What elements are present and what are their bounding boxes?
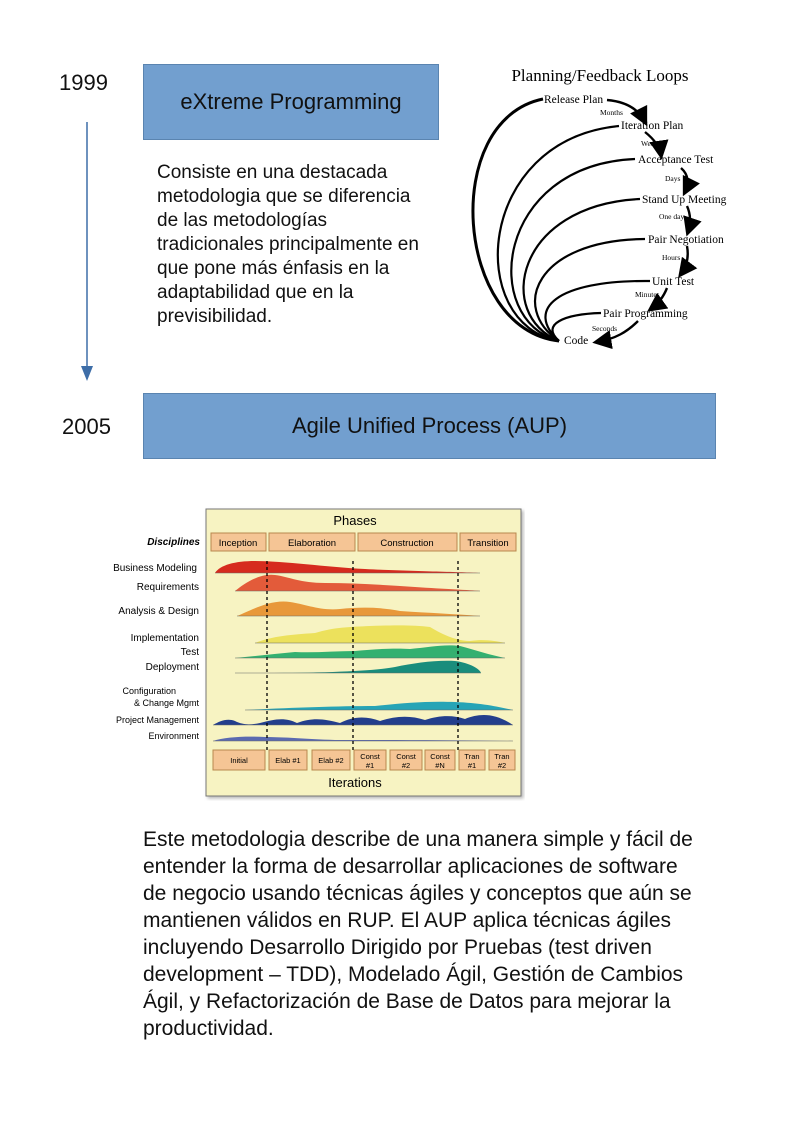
timeline-arrow bbox=[81, 122, 93, 381]
aup-description: Este metodologia describe de una manera … bbox=[143, 828, 693, 1040]
discipline-deployment: Deployment bbox=[146, 662, 200, 673]
node-release-plan: Release Plan bbox=[544, 94, 603, 106]
iteration-box-constn bbox=[424, 749, 456, 771]
iteration-box-initial bbox=[212, 749, 266, 771]
node-iteration-plan: Iteration Plan bbox=[621, 120, 684, 132]
discipline-analysis-design: Analysis & Design bbox=[118, 606, 199, 617]
phase-elaboration: Elaboration bbox=[288, 538, 336, 549]
hump-test bbox=[235, 645, 505, 658]
iteration-box-elab1 bbox=[268, 749, 308, 771]
aup-phases-chart: Phases Inception Elaboration Constructio… bbox=[113, 508, 522, 797]
discipline-environment: Environment bbox=[148, 731, 199, 741]
interval-seconds: Seconds bbox=[592, 324, 617, 333]
iterations-label: Iterations bbox=[328, 775, 382, 790]
step-arrow-1 bbox=[606, 98, 648, 127]
xp-description: Consiste en una destacada metodologia qu… bbox=[157, 162, 419, 327]
iteration-const2: Const bbox=[396, 752, 417, 761]
node-pair-negotiation: Pair Negotiation bbox=[648, 234, 724, 246]
iteration-box-const1 bbox=[353, 749, 387, 771]
disciplines-header: Disciplines bbox=[147, 537, 200, 548]
phase-inception: Inception bbox=[219, 538, 258, 549]
discipline-project-management: Project Management bbox=[116, 715, 200, 725]
step-arrow-3 bbox=[680, 167, 701, 197]
interval-minutes: Minutes bbox=[635, 290, 660, 299]
loop-arc-acceptance bbox=[510, 157, 636, 343]
iteration-const1-num: #1 bbox=[366, 761, 374, 770]
interval-hours: Hours bbox=[662, 253, 680, 262]
hump-config-mgmt bbox=[245, 701, 513, 710]
discipline-requirements: Requirements bbox=[137, 582, 199, 593]
phase-transition: Transition bbox=[467, 538, 508, 549]
step-arrow-2 bbox=[644, 131, 669, 160]
iteration-tran1-num: #1 bbox=[468, 761, 476, 770]
interval-months: Months bbox=[600, 108, 623, 117]
discipline-configuration: Configuration bbox=[122, 686, 176, 696]
loop-arc-release bbox=[471, 97, 560, 343]
node-unit-test: Unit Test bbox=[652, 276, 695, 288]
loop-arc-unittest bbox=[544, 279, 651, 342]
phase-construction: Construction bbox=[380, 538, 433, 549]
phase-box-inception bbox=[210, 532, 267, 552]
node-pair-programming: Pair Programming bbox=[603, 308, 688, 320]
phase-box-elaboration bbox=[268, 532, 356, 552]
discipline-business-modeling: Business Modeling bbox=[113, 563, 197, 574]
iteration-box-elab2 bbox=[311, 749, 351, 771]
aup-title-banner: Agile Unified Process (AUP) bbox=[143, 393, 716, 459]
node-stand-up-meeting: Stand Up Meeting bbox=[642, 194, 727, 206]
iteration-box-tran2 bbox=[488, 749, 516, 771]
node-code: Code bbox=[564, 335, 588, 347]
interval-one-day: One day bbox=[659, 212, 684, 221]
phase-box-construction bbox=[357, 532, 458, 552]
loop-arc-iteration bbox=[496, 124, 620, 343]
interval-weeks: Weeks bbox=[641, 139, 661, 148]
hump-business-modeling bbox=[215, 561, 480, 573]
iteration-elab2: Elab #2 bbox=[318, 756, 343, 765]
iteration-constn-num: #N bbox=[435, 761, 445, 770]
hump-requirements bbox=[235, 574, 480, 591]
step-arrow-6 bbox=[647, 287, 669, 312]
iteration-elab1: Elab #1 bbox=[275, 756, 300, 765]
xp-title-banner: eXtreme Programming bbox=[143, 64, 439, 140]
node-acceptance-test: Acceptance Test bbox=[638, 154, 714, 166]
step-arrow-7 bbox=[592, 320, 639, 350]
year-2005: 2005 bbox=[62, 414, 111, 439]
hump-deployment bbox=[265, 660, 481, 673]
loop-arc-pairprog bbox=[551, 311, 602, 342]
step-arrow-4 bbox=[683, 205, 702, 237]
iteration-tran2-num: #2 bbox=[498, 761, 506, 770]
iteration-tran2: Tran bbox=[494, 752, 509, 761]
hump-project-mgmt bbox=[213, 715, 513, 725]
iteration-const1: Const bbox=[360, 752, 381, 761]
hump-implementation bbox=[255, 625, 505, 643]
phase-box-transition bbox=[459, 532, 517, 552]
discipline-test: Test bbox=[181, 647, 200, 658]
hump-environment bbox=[213, 736, 513, 741]
iteration-constn: Const bbox=[430, 752, 451, 761]
year-1999: 1999 bbox=[59, 70, 108, 95]
iteration-const2-num: #2 bbox=[402, 761, 410, 770]
iteration-initial: Initial bbox=[230, 756, 248, 765]
chart-title: Phases bbox=[333, 513, 377, 528]
interval-days: Days bbox=[665, 174, 680, 183]
xp-diagram-title: Planning/Feedback Loops bbox=[511, 66, 688, 85]
loop-arc-standup bbox=[522, 197, 641, 343]
iteration-tran1: Tran bbox=[464, 752, 479, 761]
iteration-box-tran1 bbox=[458, 749, 486, 771]
discipline-change-mgmt: & Change Mgmt bbox=[134, 698, 200, 708]
step-arrow-5 bbox=[678, 245, 698, 278]
xp-feedback-loops-diagram: Planning/Feedback Loops Release Plan Ite… bbox=[471, 66, 727, 350]
hump-analysis-design bbox=[237, 601, 480, 616]
iteration-box-const2 bbox=[389, 749, 423, 771]
discipline-implementation: Implementation bbox=[131, 633, 199, 644]
loop-arc-pairneg bbox=[533, 237, 646, 342]
